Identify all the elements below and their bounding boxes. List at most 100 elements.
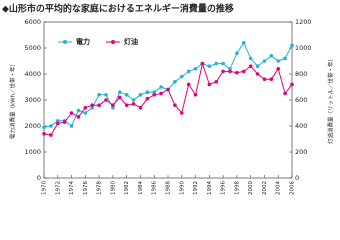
- point: [42, 132, 46, 136]
- point: [200, 61, 205, 66]
- series-line: [43, 61, 293, 136]
- point: [42, 125, 46, 130]
- chart: ◆山形市の平均的な家庭におけるエネルギー消費量の推移 電力消費量（kWh／世帯・…: [2, 3, 335, 196]
- x-tick-label: 1984: [138, 181, 144, 195]
- point: [207, 82, 212, 87]
- x-tick-label: 2004: [276, 181, 282, 195]
- x-tick-label: 1988: [166, 181, 172, 195]
- y-tick-label: 6000: [24, 18, 41, 26]
- point: [152, 90, 157, 94]
- point: [117, 95, 122, 100]
- x-tick-label: 1986: [152, 181, 158, 195]
- y-tick-label: 2000: [24, 122, 41, 130]
- y-tick-label: 5000: [24, 44, 41, 52]
- y-tick-label: 3000: [24, 96, 41, 104]
- x-tick-label: 1990: [179, 181, 185, 195]
- y2-tick-label: 200: [295, 148, 307, 156]
- point: [207, 64, 212, 68]
- point: [159, 85, 163, 89]
- legend-marker: [63, 40, 67, 44]
- point: [290, 82, 294, 87]
- x-tick-label: 1994: [207, 181, 213, 195]
- point: [131, 102, 136, 106]
- point: [255, 64, 260, 68]
- point: [117, 90, 122, 94]
- x-tick-label: 1980: [110, 181, 116, 195]
- x-tick-label: 1974: [69, 181, 75, 195]
- point: [69, 124, 74, 128]
- point: [49, 124, 53, 128]
- x-tick-label: 1976: [83, 181, 89, 195]
- point: [276, 67, 281, 71]
- point: [124, 103, 129, 107]
- point: [49, 133, 53, 137]
- point: [269, 54, 274, 58]
- point: [145, 90, 150, 94]
- point: [131, 98, 136, 102]
- series-line: [43, 41, 293, 128]
- point: [255, 72, 260, 76]
- point: [193, 93, 198, 97]
- point: [193, 67, 198, 71]
- point: [179, 74, 184, 79]
- point: [55, 119, 60, 123]
- point: [248, 56, 253, 61]
- point: [76, 108, 81, 113]
- point: [166, 87, 170, 92]
- x-tick-label: 1972: [55, 181, 61, 195]
- point: [111, 106, 115, 110]
- y2-tick-label: 400: [295, 122, 307, 130]
- point: [214, 80, 219, 84]
- y2-tick-label: 1200: [295, 18, 312, 26]
- x-tick-label: 2002: [262, 181, 268, 195]
- point: [55, 121, 60, 126]
- point: [159, 91, 163, 96]
- point: [186, 69, 191, 74]
- point: [235, 51, 239, 55]
- point: [235, 70, 239, 75]
- point: [186, 82, 191, 87]
- point: [138, 106, 143, 110]
- point: [97, 103, 101, 107]
- point: [76, 115, 81, 119]
- point: [152, 93, 157, 97]
- point: [124, 93, 129, 97]
- point: [90, 103, 95, 107]
- point: [83, 111, 88, 115]
- point: [179, 111, 184, 115]
- x-tick-label: 2006: [290, 181, 296, 195]
- legend-label: 電力: [76, 37, 90, 46]
- point: [283, 56, 287, 61]
- point: [241, 41, 246, 45]
- y-axis-title: 電力消費量（kWh／世帯・年）: [9, 61, 17, 139]
- point: [241, 69, 246, 74]
- point: [173, 103, 177, 107]
- x-tick-label: 1970: [42, 181, 48, 195]
- point: [138, 93, 143, 97]
- legend-marker: [111, 40, 115, 44]
- point: [269, 77, 274, 81]
- point: [104, 98, 108, 102]
- y2-tick-label: 600: [295, 96, 307, 104]
- point: [97, 93, 101, 97]
- chart-title: ◆山形市の平均的な家庭におけるエネルギー消費量の推移: [2, 3, 234, 15]
- point: [111, 103, 115, 107]
- point: [214, 61, 219, 66]
- point: [248, 64, 253, 68]
- y-tick-label: 0: [37, 174, 41, 182]
- point: [276, 59, 281, 63]
- legend-label: 灯油: [124, 37, 138, 46]
- point: [221, 69, 225, 74]
- point: [283, 91, 287, 96]
- x-tick-label: 1992: [193, 181, 199, 195]
- point: [221, 61, 225, 66]
- y-tick-label: 1000: [24, 148, 41, 156]
- x-tick-label: 1998: [234, 181, 240, 195]
- y2-tick-label: 1000: [295, 44, 312, 52]
- point: [69, 111, 74, 115]
- point: [173, 80, 177, 84]
- point: [228, 69, 232, 74]
- y2-tick-label: 0: [295, 174, 299, 182]
- point: [83, 106, 88, 110]
- point: [145, 96, 150, 101]
